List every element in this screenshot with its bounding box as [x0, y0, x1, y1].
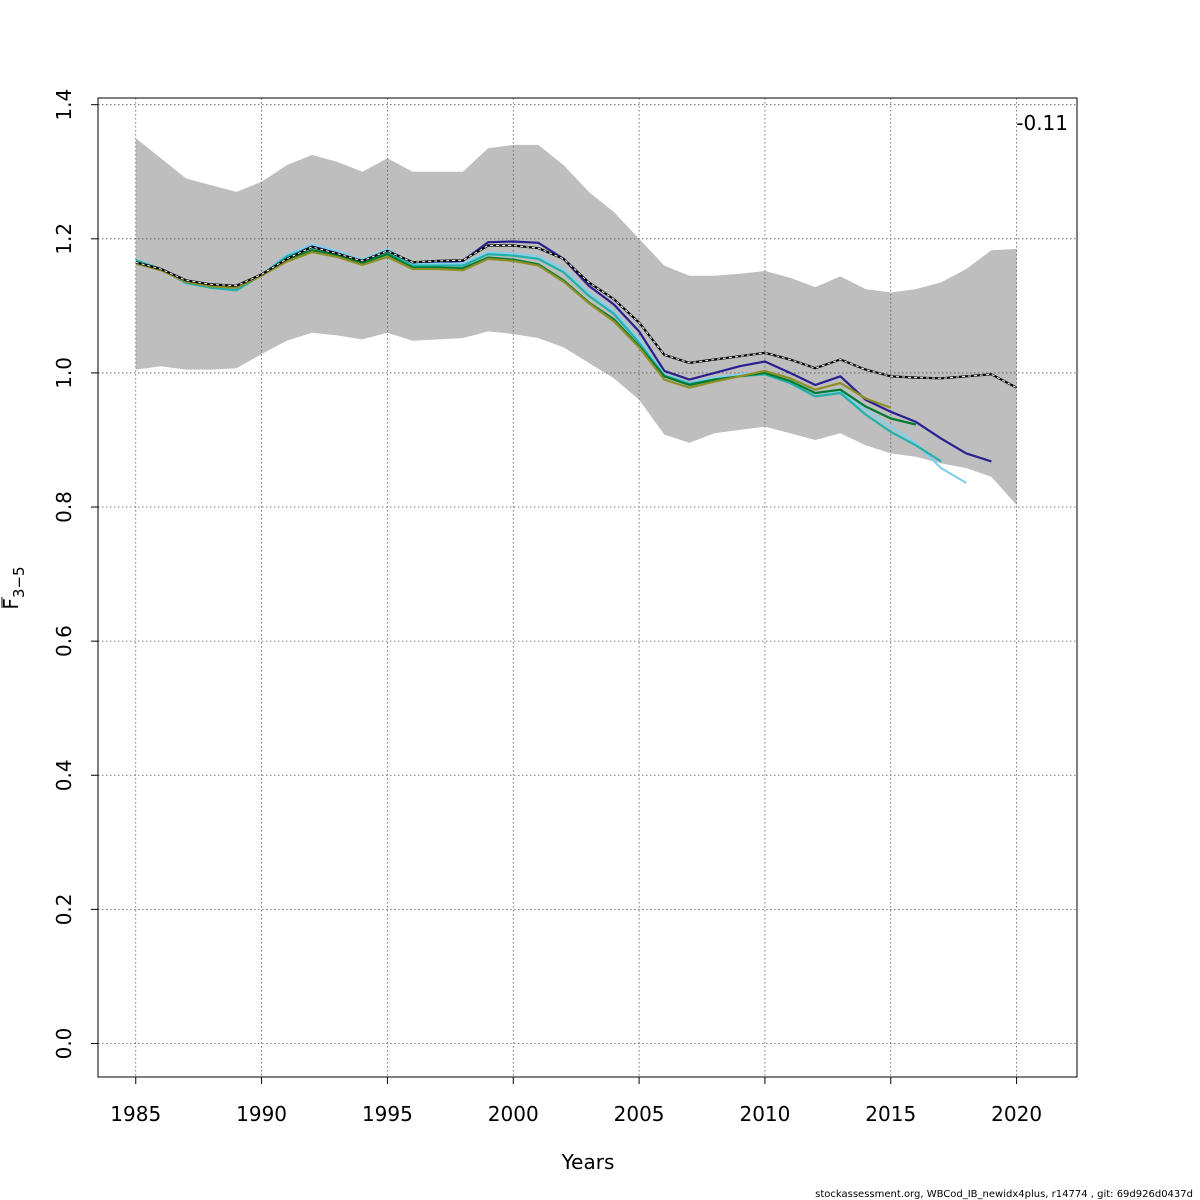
x-tick-label: 1985 [110, 1102, 161, 1126]
y-axis-title-group: F3−5 [0, 566, 28, 609]
confidence-band-layer [135, 138, 1017, 505]
series-layer [135, 240, 1018, 484]
x-axis-title: Years [561, 1150, 615, 1174]
y-tick-label: 1.2 [52, 223, 76, 255]
y-tick-label: 1.4 [52, 89, 76, 121]
y-axis-title-subscript: 3−5 [10, 566, 28, 598]
y-tick-label: 0.4 [52, 759, 76, 791]
x-tick-label: 2005 [614, 1102, 665, 1126]
y-tick-label: 0.2 [52, 893, 76, 925]
plot-frame [97, 97, 1078, 1078]
annotation-label: -0.11 [1016, 111, 1068, 135]
x-tick-label: 2015 [865, 1102, 916, 1126]
x-tick-label: 1995 [362, 1102, 413, 1126]
y-axis-title-main: F [0, 598, 23, 610]
y-tick-label: 1.0 [52, 357, 76, 389]
footer-credit: stockassessment.org, WBCod_IB_newidx4plu… [815, 1189, 1193, 1200]
x-tick-label: 1990 [236, 1102, 287, 1126]
y-axis: 0.0 0.2 0.4 0.6 0.8 1.0 1.2 1.4 [52, 89, 98, 1060]
y-tick-label: 0.8 [52, 491, 76, 523]
y-axis-title: F3−5 [0, 566, 28, 609]
y-tick-label: 0.0 [52, 1028, 76, 1060]
confidence-band [135, 138, 1017, 505]
x-tick-label: 2010 [739, 1102, 790, 1126]
series-line-dash [135, 245, 1017, 389]
x-tick-label: 2020 [991, 1102, 1042, 1126]
x-axis: 1985 1990 1995 2000 2005 2010 2015 2020 [110, 1077, 1042, 1126]
grid-layer [98, 98, 1077, 1077]
x-tick-label: 2000 [488, 1102, 539, 1126]
series-line [135, 251, 892, 409]
y-tick-label: 0.6 [52, 625, 76, 657]
